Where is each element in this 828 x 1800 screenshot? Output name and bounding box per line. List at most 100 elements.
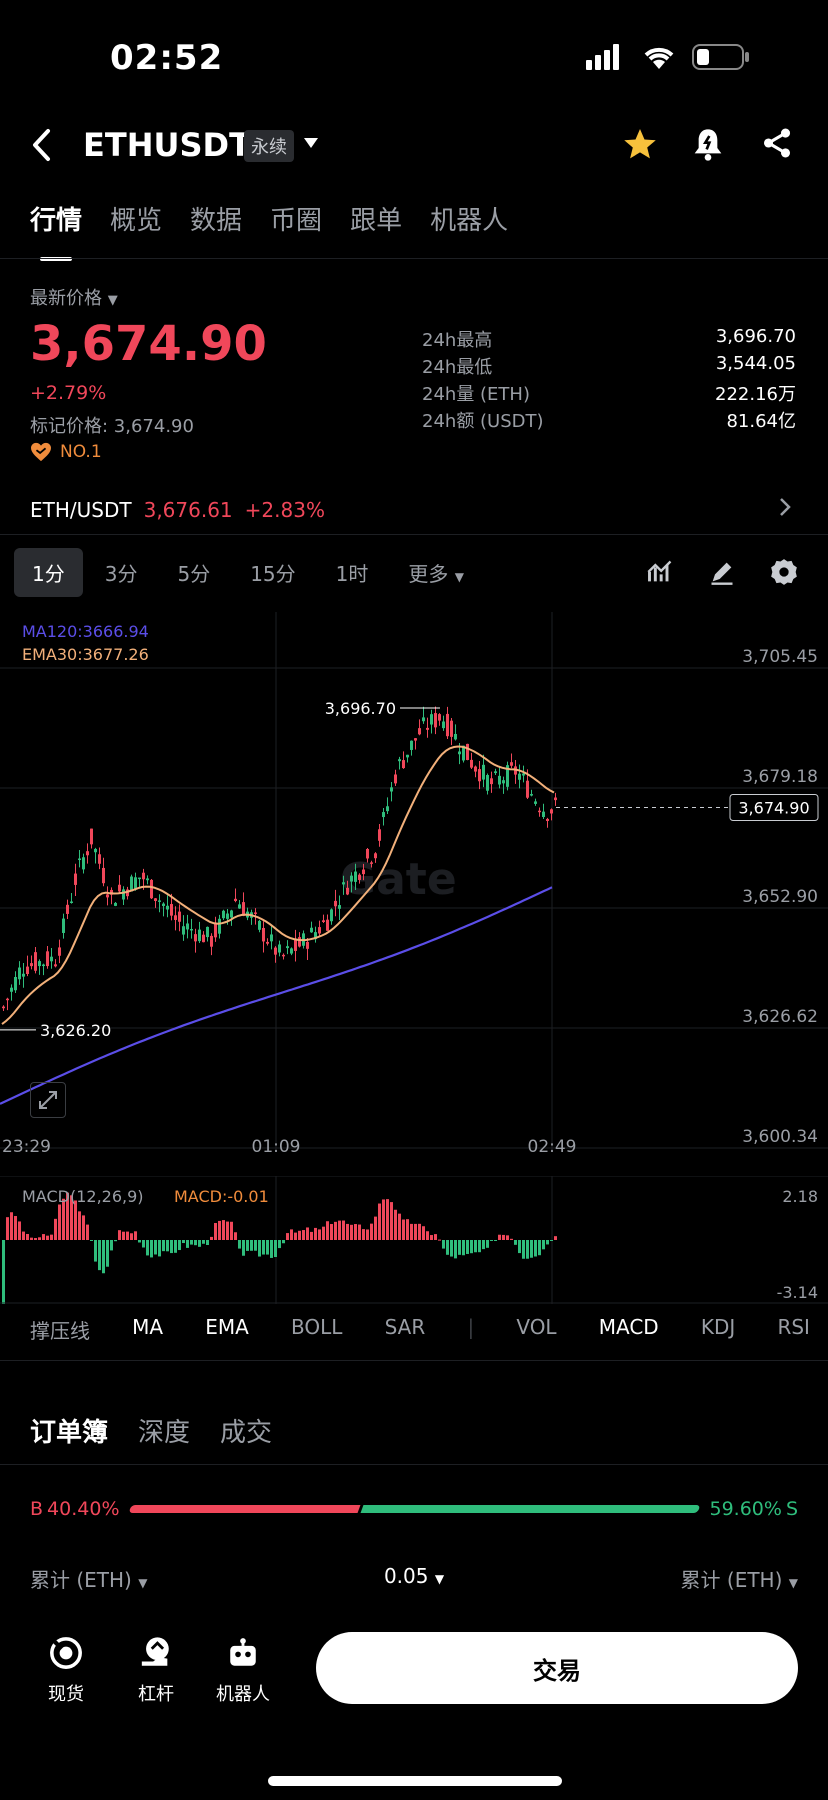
macd-bar	[202, 1240, 205, 1244]
candle-body	[230, 910, 233, 918]
chart-settings-gear-icon[interactable]	[770, 558, 798, 586]
symbol-dropdown-icon[interactable]	[302, 136, 320, 150]
macd-bar	[314, 1227, 317, 1240]
ind-vol[interactable]: VOL	[516, 1315, 557, 1339]
macd-bar	[30, 1237, 33, 1240]
macd-bar	[126, 1231, 129, 1240]
macd-bar	[118, 1230, 121, 1240]
price-alert-icon[interactable]	[692, 126, 724, 162]
trade-button[interactable]: 交易	[316, 1632, 798, 1704]
col-right[interactable]: 累计 (ETH) ▼	[681, 1564, 798, 1593]
candle-body	[306, 941, 309, 949]
macd-bar	[74, 1200, 77, 1240]
tf-more-label: 更多	[408, 561, 449, 586]
candle-body	[162, 903, 165, 907]
tab-copy-trading[interactable]: 跟单	[350, 206, 403, 236]
candle-body	[194, 934, 197, 942]
macd-bar	[54, 1218, 57, 1240]
candle-body	[458, 751, 461, 755]
candle-body	[542, 811, 545, 817]
ma-legend: MA120:3666.94 EMA30:3677.26	[22, 620, 149, 666]
nav-margin[interactable]: 杠杆	[138, 1636, 174, 1706]
ind-sar[interactable]: SAR	[384, 1315, 426, 1339]
draw-pen-icon[interactable]	[708, 558, 736, 586]
y-tick-label: 3,626.62	[742, 1007, 818, 1027]
tab-community[interactable]: 币圈	[270, 206, 323, 236]
indicator-divider	[0, 1360, 828, 1361]
candle-body	[322, 920, 325, 922]
rank-badge[interactable]: NO.1	[30, 442, 102, 462]
candle-body	[150, 879, 153, 899]
macd-bar	[334, 1221, 337, 1240]
nav-spot[interactable]: 现货	[48, 1636, 84, 1706]
candle-body	[522, 773, 525, 776]
macd-bar	[98, 1240, 101, 1271]
macd-bar	[518, 1240, 521, 1254]
candlestick-chart[interactable]: Gate 3,705.453,679.183,652.903,626.623,6…	[0, 612, 828, 1152]
ind-ma[interactable]: MA	[132, 1315, 164, 1339]
candle-body	[26, 966, 29, 974]
candle-body	[46, 951, 49, 967]
tf-more[interactable]: 更多 ▼	[390, 548, 482, 597]
y-tick-label: 3,705.45	[742, 647, 818, 667]
macd-bar	[478, 1240, 481, 1253]
tf-15m[interactable]: 15分	[250, 561, 296, 586]
tab-depth[interactable]: 深度	[138, 1418, 191, 1448]
macd-bar	[122, 1231, 125, 1240]
macd-bar	[66, 1192, 69, 1240]
macd-bar	[166, 1240, 169, 1252]
stat-row: 24h最高 3,696.70	[422, 326, 796, 353]
tabs-divider	[0, 258, 828, 259]
tab-orderbook[interactable]: 订单簿	[30, 1418, 109, 1448]
fullscreen-button[interactable]	[30, 1082, 66, 1118]
ind-macd[interactable]: MACD	[598, 1315, 659, 1339]
symbol-title[interactable]: ETHUSDT	[83, 126, 251, 164]
ind-rsi[interactable]: RSI	[777, 1315, 810, 1339]
nav-bots-label: 机器人	[216, 1684, 270, 1705]
candle-body	[238, 904, 241, 909]
candle-body	[278, 944, 281, 953]
candle-body	[174, 915, 177, 920]
chart-grid	[0, 612, 828, 1152]
macd-bar	[50, 1234, 53, 1240]
tf-3m[interactable]: 3分	[104, 561, 138, 586]
ind-kdj[interactable]: KDJ	[700, 1315, 736, 1339]
ind-support[interactable]: 撑压线	[30, 1319, 90, 1343]
tab-bots[interactable]: 机器人	[430, 206, 509, 236]
macd-label: MACD(12,26,9)	[22, 1187, 144, 1206]
tf-1m[interactable]: 1分	[14, 547, 83, 597]
last-price-selector[interactable]: 最新价格 ▼	[30, 284, 118, 310]
macd-bar	[386, 1199, 389, 1240]
candle-body	[422, 717, 425, 722]
col-left[interactable]: 累计 (ETH) ▼	[30, 1564, 147, 1593]
tab-trades[interactable]: 成交	[220, 1418, 273, 1448]
tab-data[interactable]: 数据	[190, 206, 243, 236]
macd-bar	[294, 1232, 297, 1240]
ind-ema[interactable]: EMA	[205, 1315, 249, 1339]
candle-body	[258, 920, 261, 930]
ind-boll[interactable]: BOLL	[291, 1315, 343, 1339]
back-icon[interactable]	[30, 128, 54, 162]
macd-bar	[262, 1240, 265, 1255]
candle-body	[42, 964, 45, 967]
candle-body	[510, 762, 513, 766]
macd-bar	[242, 1240, 245, 1256]
tab-market[interactable]: 行情	[30, 200, 82, 261]
macd-bar	[58, 1204, 61, 1240]
favorite-star-icon[interactable]	[622, 126, 658, 162]
tf-1h[interactable]: 1时	[335, 561, 369, 586]
price-change: +2.79%	[30, 382, 107, 404]
chevron-right-icon[interactable]	[778, 496, 792, 518]
macd-bar	[38, 1237, 41, 1240]
price-precision[interactable]: 0.05 ▼	[384, 1564, 444, 1593]
macd-chart[interactable]: MACD(12,26,9) MACD:-0.01 2.18 -3.14	[0, 1176, 828, 1304]
candle-body	[498, 775, 501, 785]
ratio-buy-fill	[128, 1505, 360, 1513]
macd-bar	[10, 1212, 13, 1240]
indicator-icon[interactable]	[646, 558, 674, 586]
tf-5m[interactable]: 5分	[177, 561, 211, 586]
nav-bots[interactable]: 机器人	[216, 1636, 270, 1706]
share-icon[interactable]	[760, 126, 794, 160]
spot-pair-row[interactable]: ETH/USDT 3,676.61 +2.83%	[30, 498, 325, 522]
tab-overview[interactable]: 概览	[110, 206, 163, 236]
